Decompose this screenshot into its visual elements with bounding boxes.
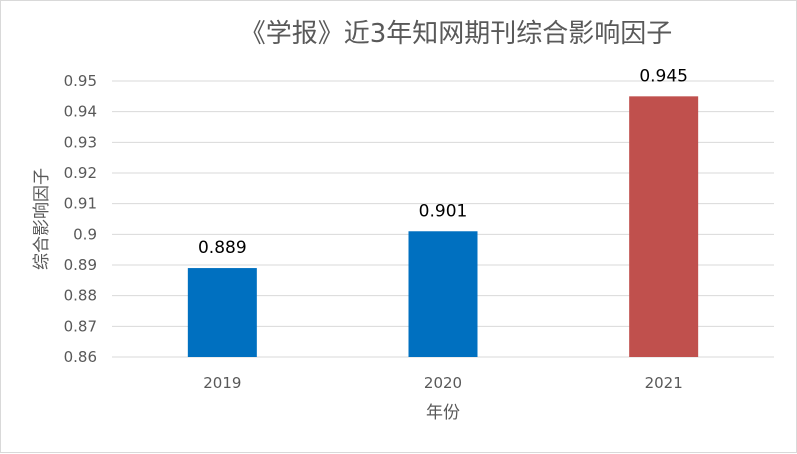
x-tick-label-2020: 2020 xyxy=(424,374,462,392)
x-axis-title: 年份 xyxy=(426,403,460,423)
y-tick-label: 0.9 xyxy=(73,225,97,243)
x-tick-label-2021: 2021 xyxy=(645,374,683,392)
data-labels: 0.889 0.901 0.945 xyxy=(198,66,688,258)
y-axis-title: 综合影响因子 xyxy=(32,168,52,270)
data-label-2021: 0.945 xyxy=(639,66,688,86)
y-tick-label: 0.86 xyxy=(64,348,97,366)
y-tick-label: 0.87 xyxy=(64,317,97,335)
y-tick-label: 0.89 xyxy=(64,256,97,274)
bars xyxy=(187,96,699,357)
y-tick-labels: 0.86 0.87 0.88 0.89 0.9 0.91 0.92 0.93 0.94 0.95 xyxy=(64,72,97,366)
y-tick-label: 0.91 xyxy=(64,195,97,213)
y-tick-label: 0.95 xyxy=(64,72,97,90)
y-tick-label: 0.88 xyxy=(64,287,97,305)
bar-2019 xyxy=(187,268,257,357)
bar-2020 xyxy=(408,231,478,357)
bar-2021 xyxy=(629,96,699,357)
x-tick-labels: 2019 2020 2021 xyxy=(203,374,683,392)
x-tick-label-2019: 2019 xyxy=(203,374,241,392)
y-tick-label: 0.93 xyxy=(64,133,97,151)
chart-title: 《学报》近3年知网期刊综合影响因子 xyxy=(240,19,673,49)
y-tick-label: 0.92 xyxy=(64,164,97,182)
data-label-2020: 0.901 xyxy=(419,201,468,221)
y-tick-label: 0.94 xyxy=(64,103,97,121)
data-label-2019: 0.889 xyxy=(198,238,247,258)
